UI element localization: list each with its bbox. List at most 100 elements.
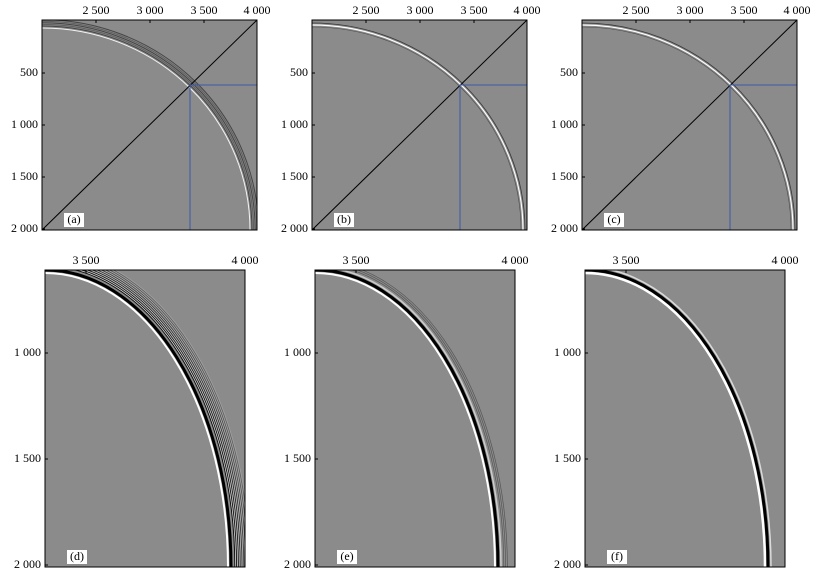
y-tick-label: 2 000	[554, 557, 581, 571]
y-tick-label: 1 500	[551, 169, 578, 183]
wavefront	[45, 270, 233, 567]
x-tick-label: 3 000	[677, 3, 704, 17]
wavefront	[91, 270, 241, 567]
y-tick-label: 1 000	[551, 117, 578, 131]
wavefront	[103, 270, 245, 567]
x-tick-label: 3 000	[407, 3, 434, 17]
panel-label: (a)	[67, 212, 80, 226]
x-tick-label: 3 500	[191, 3, 218, 17]
y-tick-label: 1 500	[554, 451, 581, 465]
label-box	[64, 213, 84, 227]
x-tick-label: 3 500	[73, 253, 100, 267]
wavefront	[350, 270, 505, 567]
y-tick-label: 1 000	[11, 117, 38, 131]
panel: 2 500 3 000 3 500 4 000 500 1 000 1 500 2 000 (b…	[281, 3, 541, 235]
x-tick-label: 3 500	[613, 253, 640, 267]
wavefront	[77, 270, 237, 567]
x-tick-label: 2 500	[83, 3, 110, 17]
y-tick-label: 2 000	[281, 221, 308, 235]
panel: 3 500 4 000 1 000 1 500 2 000 (d)	[14, 253, 259, 571]
wavefront	[107, 270, 245, 533]
wavefront	[73, 270, 236, 567]
x-tick-label: 4 000	[502, 253, 529, 267]
wavefront	[45, 272, 229, 567]
y-tick-label: 500	[20, 65, 38, 79]
x-tick-label: 4 000	[514, 3, 541, 17]
wavefield	[582, 20, 797, 230]
panel: 2 500 3 000 3 500 4 000 500 1 000 1 500 2 000 (c…	[551, 3, 811, 235]
x-tick-label: 3 500	[343, 253, 370, 267]
label-box	[67, 550, 87, 564]
y-tick-label: 2 000	[284, 557, 311, 571]
x-tick-label: 3 000	[137, 3, 164, 17]
y-tick-label: 1 000	[281, 117, 308, 131]
panel-frame	[314, 269, 516, 568]
wavefront	[42, 27, 251, 230]
y-tick-label: 1 500	[14, 451, 41, 465]
wavefront	[85, 270, 239, 567]
panel-frame	[584, 269, 786, 568]
wavefront	[110, 270, 245, 513]
wavefront	[100, 270, 245, 567]
panel-frame	[44, 269, 246, 568]
wavefront	[42, 22, 256, 230]
panel-label: (b)	[337, 212, 351, 226]
x-tick-label: 2 500	[353, 3, 380, 17]
wavefield	[315, 270, 508, 567]
wavefront	[108, 270, 245, 524]
y-tick-label: 1 000	[284, 345, 311, 359]
label-box	[337, 550, 357, 564]
wavefront	[361, 270, 508, 567]
wavefront	[585, 271, 767, 567]
wavefield	[45, 270, 245, 567]
panel-label: (c)	[607, 212, 620, 226]
panel-label: (d)	[70, 549, 84, 563]
x-tick-label: 3 500	[731, 3, 758, 17]
y-tick-label: 500	[560, 65, 578, 79]
wavefront	[607, 270, 772, 567]
wavefield	[585, 270, 772, 567]
x-tick-label: 4 000	[784, 3, 811, 17]
y-tick-label: 1 000	[14, 345, 41, 359]
panel: 3 500 4 000 1 000 1 500 2 000 (f)	[554, 253, 799, 571]
x-tick-label: 3 500	[461, 3, 488, 17]
wavefront	[94, 270, 242, 567]
panel: 3 500 4 000 1 000 1 500 2 000 (e)	[284, 253, 529, 571]
wavefront	[80, 270, 238, 567]
panel-label: (e)	[340, 549, 353, 563]
wavefront	[315, 270, 500, 567]
wavefront	[98, 270, 244, 567]
wavefront	[112, 270, 245, 508]
diagonal-line	[42, 20, 257, 230]
wavefield	[312, 20, 527, 230]
y-tick-label: 1 000	[554, 345, 581, 359]
y-tick-label: 1 500	[284, 451, 311, 465]
y-tick-label: 500	[290, 65, 308, 79]
wavefront	[89, 270, 240, 567]
panel: 2 500 3 000 3 500 4 000 500 1 000 1 500 2 000 (a…	[11, 3, 271, 235]
diagonal-line	[312, 20, 527, 230]
label-box	[334, 213, 354, 227]
wavefront	[83, 270, 238, 567]
x-tick-label: 2 500	[623, 3, 650, 17]
y-tick-label: 2 000	[11, 221, 38, 235]
x-tick-label: 4 000	[772, 253, 799, 267]
wavefront	[337, 270, 502, 567]
wavefield	[42, 20, 257, 230]
wavefront	[312, 22, 526, 230]
wavefront	[104, 270, 245, 557]
wavefront	[42, 20, 257, 230]
y-tick-label: 1 500	[11, 169, 38, 183]
wavefront	[585, 270, 770, 567]
panel-label: (f)	[611, 549, 623, 563]
wavefront	[315, 272, 496, 567]
y-tick-label: 2 000	[14, 557, 41, 571]
diagonal-line	[582, 20, 797, 230]
y-tick-label: 2 000	[551, 221, 578, 235]
wavefront	[95, 270, 243, 567]
x-tick-label: 4 000	[232, 253, 259, 267]
y-tick-label: 1 500	[281, 169, 308, 183]
x-tick-label: 4 000	[244, 3, 271, 17]
label-box	[607, 550, 627, 564]
